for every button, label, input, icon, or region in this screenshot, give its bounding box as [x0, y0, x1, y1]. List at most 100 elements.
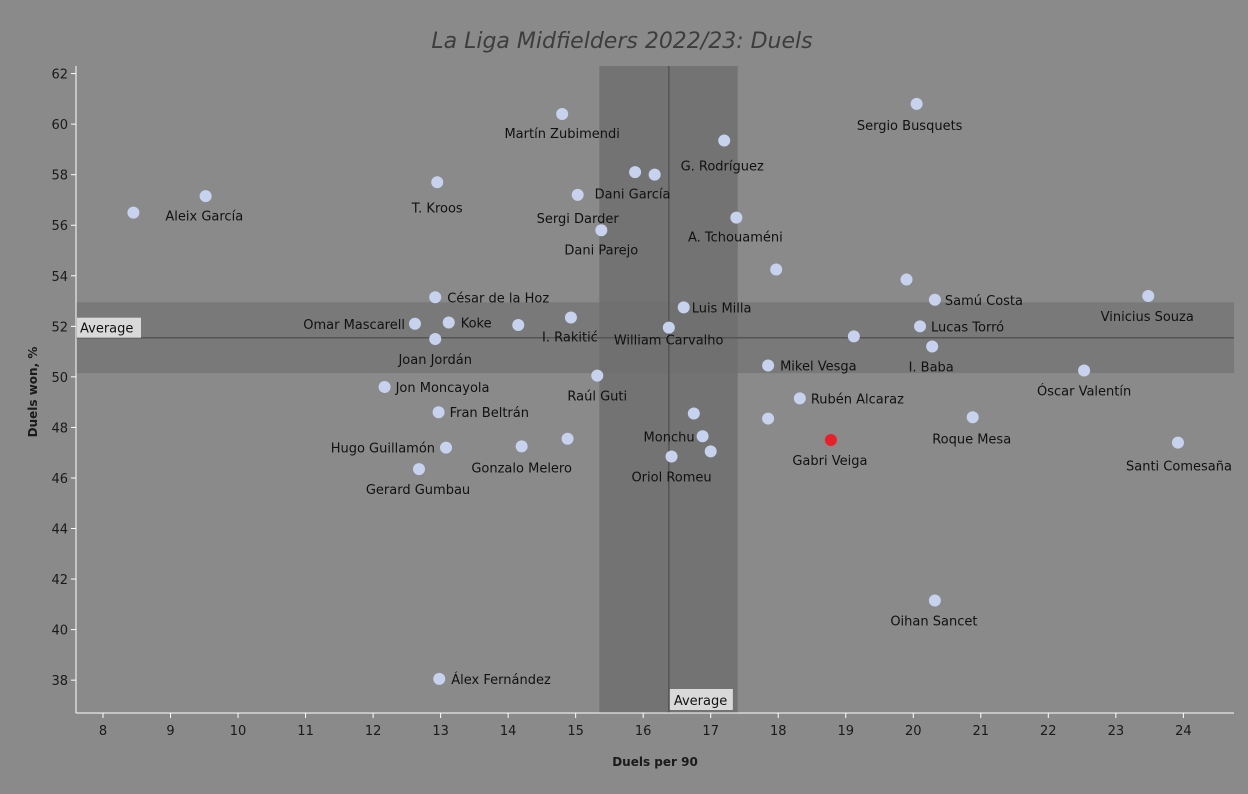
data-point: [665, 450, 678, 463]
axes: 8 9 10 11 12 13 14 15 16 17 18 19 20 21 22 23 24 38 40 42 44…: [51, 66, 1234, 739]
point-label: Óscar Valentín: [1037, 384, 1131, 400]
data-point: [1078, 364, 1091, 377]
data-point: [928, 594, 941, 607]
data-point: [730, 211, 743, 224]
data-point: [127, 206, 140, 219]
y-tick-label: 56: [51, 219, 68, 234]
x-average-label-box: [669, 689, 733, 710]
data-points: [127, 97, 1184, 685]
x-tick-label: 21: [973, 724, 990, 739]
data-point: [378, 380, 391, 393]
point-label: Koke: [461, 317, 492, 332]
data-point: [900, 273, 913, 286]
point-label: William Carvalho: [614, 334, 724, 349]
y-tick-label: 58: [51, 169, 68, 184]
data-point: [556, 108, 569, 121]
highlighted-point: [824, 434, 837, 447]
point-labels: Aleix García T. Kroos Martín Zubimendi Serg…: [165, 119, 1232, 688]
y-tick-label: 40: [51, 624, 68, 639]
x-tick-label: 18: [770, 724, 787, 739]
data-point: [413, 463, 426, 476]
x-tick-label: 19: [837, 724, 854, 739]
y-tick-label: 38: [51, 674, 68, 689]
data-point: [914, 320, 927, 333]
data-point: [928, 293, 941, 306]
data-point: [926, 340, 939, 353]
data-point: [762, 412, 775, 425]
point-label: Raúl Guti: [567, 390, 627, 405]
x-tick-label: 8: [99, 724, 107, 739]
data-point: [408, 317, 421, 330]
data-point: [433, 672, 446, 685]
x-tick-label: 13: [432, 724, 449, 739]
point-label: Vinicius Souza: [1101, 310, 1194, 325]
data-point: [966, 411, 979, 424]
point-label: A. Tchouaméni: [688, 231, 783, 246]
data-point: [696, 430, 709, 443]
point-label: Gabri Veiga: [792, 454, 867, 469]
point-label: Martín Zubimendi: [504, 127, 619, 142]
point-label: G. Rodríguez: [681, 160, 764, 175]
y-average-label: Average: [80, 322, 133, 337]
point-label: Rubén Alcaraz: [811, 392, 904, 407]
data-point: [429, 291, 442, 304]
data-point: [595, 224, 608, 237]
data-point: [431, 176, 444, 189]
y-tick-label: 48: [51, 421, 68, 436]
data-point: [704, 445, 717, 458]
x-tick-label: 17: [702, 724, 719, 739]
data-point: [662, 321, 675, 334]
x-tick-label: 23: [1108, 724, 1125, 739]
data-point: [561, 432, 574, 445]
point-label: Hugo Guillamón: [331, 442, 435, 457]
y-tick-label: 42: [51, 573, 68, 588]
data-point: [677, 301, 690, 314]
y-tick-label: 52: [51, 320, 68, 335]
point-label: Mikel Vesga: [780, 359, 857, 374]
x-tick-label: 11: [297, 724, 314, 739]
point-label: Joan Jordán: [397, 353, 472, 368]
point-label: Aleix García: [165, 210, 243, 225]
average-labels: Average Average: [77, 317, 733, 710]
point-label: Omar Mascarell: [303, 318, 405, 333]
point-label: Roque Mesa: [932, 432, 1011, 447]
point-label: Sergi Darder: [537, 212, 620, 227]
x-tick-label: 9: [166, 724, 174, 739]
y-tick-label: 46: [51, 472, 68, 487]
point-label: Santi Comesaña: [1126, 460, 1232, 475]
x-average-label: Average: [674, 694, 727, 709]
chart-title: La Liga Midfielders 2022/23: Duels: [431, 29, 812, 54]
y-average-label-box: [77, 317, 141, 338]
data-point: [793, 392, 806, 405]
data-point: [770, 263, 783, 276]
point-label: Fran Beltrán: [450, 406, 529, 421]
data-point: [762, 359, 775, 372]
x-tick-label: 20: [905, 724, 922, 739]
x-axis-label: Duels per 90: [612, 755, 698, 769]
point-label: César de la Hoz: [447, 291, 549, 306]
data-point: [512, 319, 525, 332]
point-label: Dani García: [595, 188, 671, 203]
data-point: [442, 316, 455, 329]
y-tick-label: 60: [51, 118, 68, 133]
point-label: Samú Costa: [945, 294, 1023, 309]
data-point: [591, 369, 604, 382]
x-tick-label: 10: [230, 724, 247, 739]
data-point: [847, 330, 860, 343]
point-label: I. Baba: [909, 361, 954, 376]
point-label: Gerard Gumbau: [366, 483, 470, 498]
y-tick-label: 62: [51, 68, 68, 83]
data-point: [718, 134, 731, 147]
data-point: [571, 188, 584, 201]
point-label: Luis Milla: [692, 301, 752, 316]
x-tick-label: 12: [365, 724, 382, 739]
data-point: [429, 332, 442, 345]
average-bands: [76, 66, 1234, 713]
y-tick-label: 50: [51, 371, 68, 386]
data-point: [648, 168, 661, 181]
point-label: Sergio Busquets: [857, 119, 963, 134]
data-point: [687, 407, 700, 420]
point-label: I. Rakitić: [542, 330, 598, 345]
data-point: [1142, 289, 1155, 302]
